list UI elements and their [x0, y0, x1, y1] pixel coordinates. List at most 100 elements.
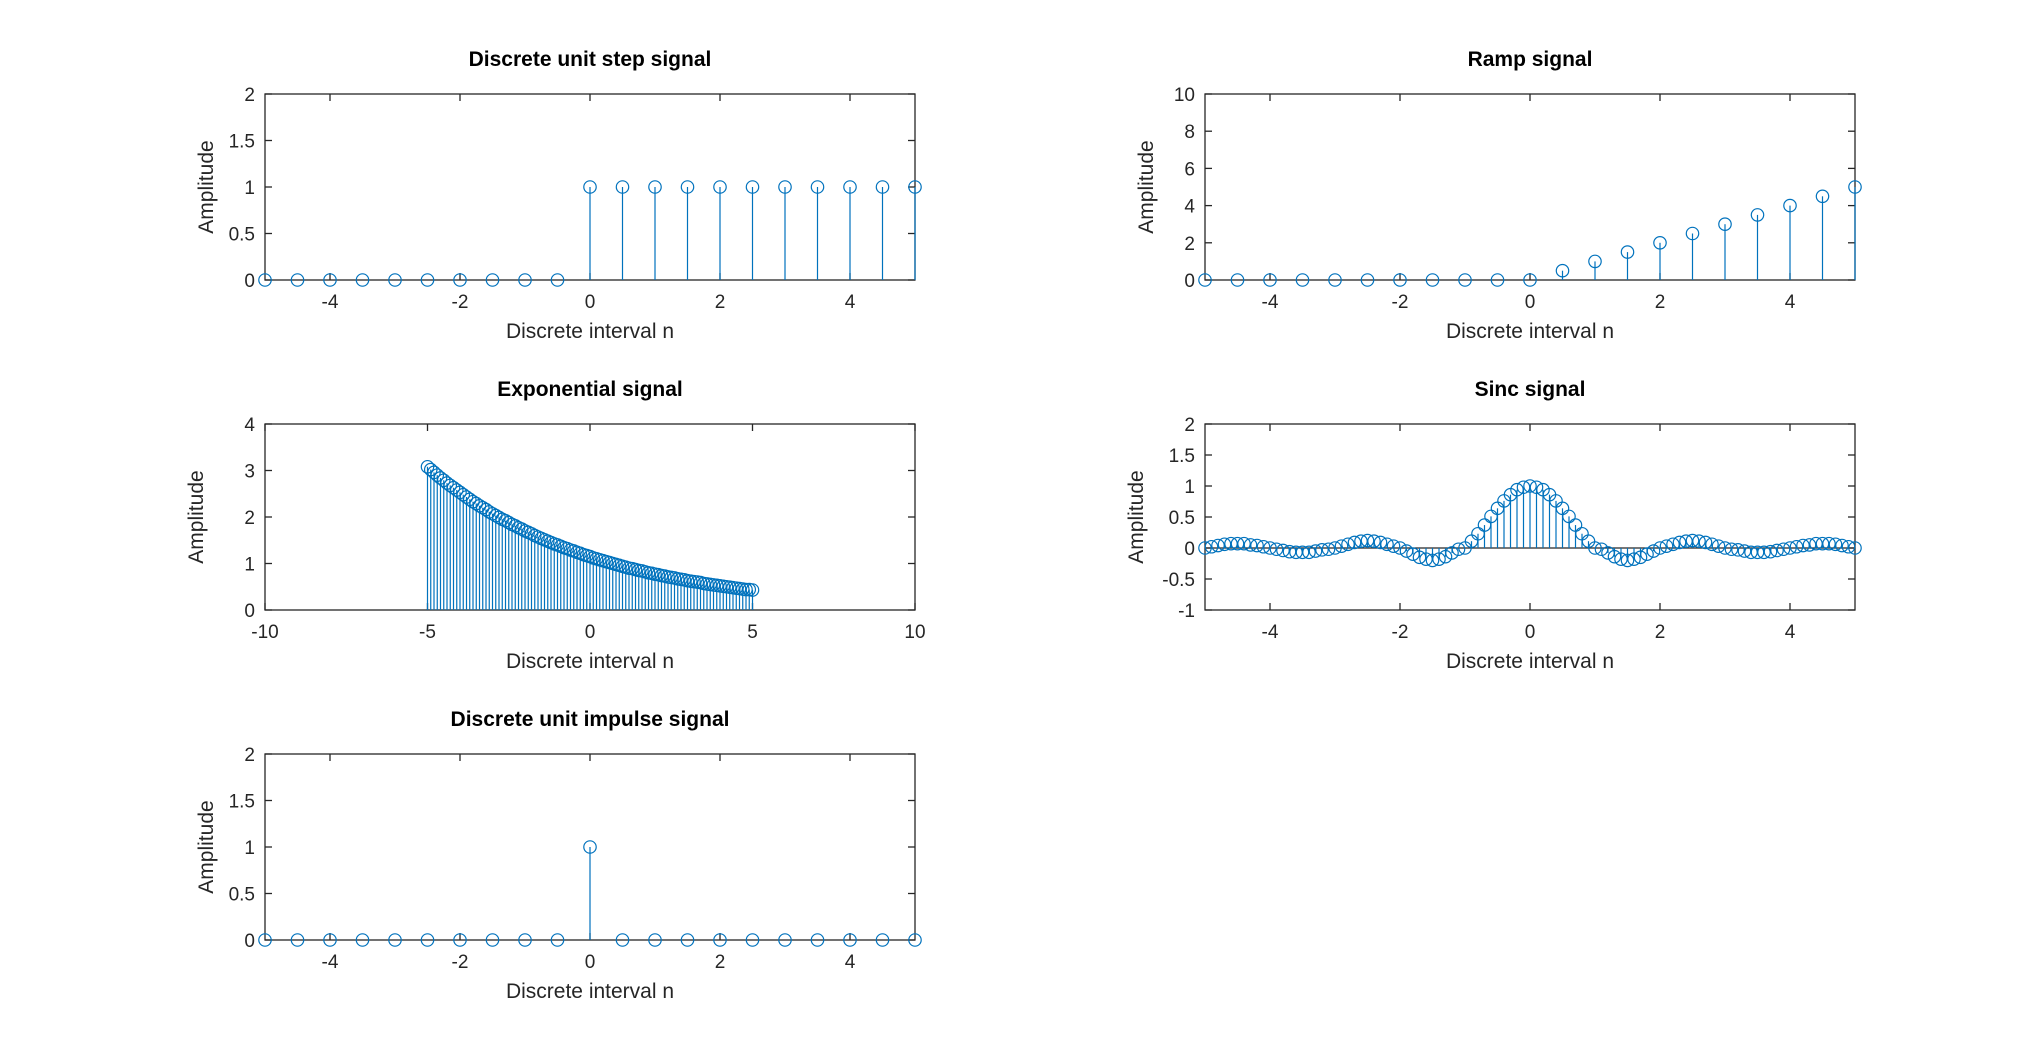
y-tick-label: 0	[244, 601, 255, 622]
stem-marker	[258, 273, 272, 287]
y-tick-label: -0.5	[1162, 570, 1195, 591]
stem-marker	[745, 583, 760, 597]
stem-marker	[1620, 245, 1635, 259]
stem-marker	[462, 492, 477, 507]
x-tick-label: -2	[452, 952, 469, 973]
stem-marker	[1321, 542, 1336, 557]
y-axis-label: Amplitude	[195, 800, 218, 893]
stem-marker	[1763, 544, 1778, 559]
stem-marker	[1451, 542, 1466, 557]
stem-marker	[550, 933, 565, 947]
x-tick-label: 4	[1785, 622, 1796, 643]
x-axis-label: Discrete interval n	[1446, 650, 1614, 673]
stem-marker	[1373, 535, 1388, 550]
stem-marker	[475, 500, 490, 515]
stem-marker	[1529, 480, 1544, 495]
stem-marker	[1711, 539, 1726, 553]
x-tick-label: -2	[1392, 292, 1409, 313]
stem-marker	[1770, 543, 1784, 558]
subplot-sinc: -4 -2 0 2 4 -1 -0.5 0 0.5 1 1.5 2 Sinc signal Discret…	[1125, 378, 1862, 673]
x-tick-label: -4	[1262, 622, 1279, 643]
x-axis-label: Discrete interval n	[506, 980, 674, 1003]
stem-marker	[1393, 273, 1407, 287]
stem-marker	[615, 180, 630, 194]
x-tick-label: -5	[419, 622, 436, 643]
x-tick-label: 0	[1525, 292, 1536, 313]
x-tick-label: 5	[747, 622, 758, 643]
stem-marker	[323, 933, 337, 947]
y-tick-label: 2	[1184, 234, 1195, 255]
y-tick-label: 0.5	[229, 885, 255, 906]
stem-marker	[680, 933, 695, 947]
stem-marker	[1568, 518, 1583, 532]
stem-marker	[1432, 552, 1446, 566]
stem-marker	[1230, 273, 1245, 287]
stem-marker	[908, 180, 922, 194]
stem-marker	[1198, 273, 1212, 287]
x-tick-label: 2	[1655, 292, 1666, 313]
stem-marker	[1718, 217, 1732, 231]
stem-marker	[1633, 550, 1648, 565]
stem-marker	[843, 933, 857, 947]
stem-marker	[472, 499, 487, 513]
stem-marker	[1250, 538, 1264, 553]
y-tick-label: 2	[244, 508, 255, 529]
stem-marker	[1750, 208, 1765, 222]
stem-marker	[469, 496, 484, 511]
x-tick-label: -10	[251, 622, 278, 643]
stem-marker	[648, 180, 662, 194]
stem-marker	[485, 933, 500, 947]
y-tick-label: 0.5	[229, 225, 255, 246]
stem-marker	[1302, 545, 1316, 560]
stem-marker	[810, 933, 825, 947]
stem-marker	[1243, 538, 1258, 552]
x-tick-label: 2	[715, 952, 726, 973]
stem-marker	[1458, 273, 1472, 287]
x-tick-label: -4	[322, 292, 339, 313]
stem-marker	[1425, 553, 1440, 568]
stem-marker	[355, 273, 370, 287]
stem-marker	[1620, 553, 1635, 568]
y-tick-label: 8	[1184, 122, 1195, 143]
stem-marker	[1588, 254, 1602, 269]
x-tick-label: 0	[585, 292, 596, 313]
chart-title: Sinc signal	[1475, 378, 1586, 401]
stem-marker	[875, 933, 890, 947]
y-axis-label: Amplitude	[185, 470, 208, 563]
x-axis-label: Discrete interval n	[506, 320, 674, 343]
stem-marker	[843, 180, 857, 194]
y-tick-label: 6	[1184, 159, 1195, 180]
stem-marker	[1653, 236, 1667, 250]
y-tick-label: 10	[1174, 85, 1195, 106]
stem-marker	[1367, 534, 1381, 548]
x-tick-label: 0	[1525, 622, 1536, 643]
y-tick-label: 3	[244, 462, 255, 483]
x-axis-label: Discrete interval n	[506, 650, 674, 673]
y-tick-label: 2	[244, 745, 255, 766]
y-axis-label: Amplitude	[1125, 470, 1148, 563]
stem-marker	[1237, 536, 1251, 551]
y-tick-label: 2	[1184, 415, 1195, 436]
stem-marker	[1315, 543, 1329, 557]
y-tick-label: 1.5	[229, 132, 255, 153]
stem-marker	[713, 180, 727, 194]
stem-marker	[290, 933, 305, 947]
stem-marker	[1685, 533, 1700, 548]
y-tick-label: 4	[1184, 197, 1195, 218]
stem-marker	[739, 582, 753, 597]
stem-marker	[810, 180, 825, 194]
x-tick-label: 2	[715, 292, 726, 313]
stem-marker	[583, 840, 597, 854]
stem-marker	[680, 180, 695, 194]
stem-marker	[420, 273, 435, 287]
chart-title: Ramp signal	[1468, 48, 1593, 71]
y-tick-label: 4	[244, 415, 255, 436]
x-tick-label: -2	[452, 292, 469, 313]
stem-marker	[1490, 273, 1505, 287]
subplot-ramp: -4 -2 0 2 4 0 2 4 6 8 10 Ramp signal Discrete interv…	[1135, 48, 1862, 343]
stem-marker	[583, 180, 597, 194]
x-tick-label: 10	[904, 622, 925, 643]
stem-marker	[388, 933, 402, 947]
y-tick-label: 0	[1184, 271, 1195, 292]
